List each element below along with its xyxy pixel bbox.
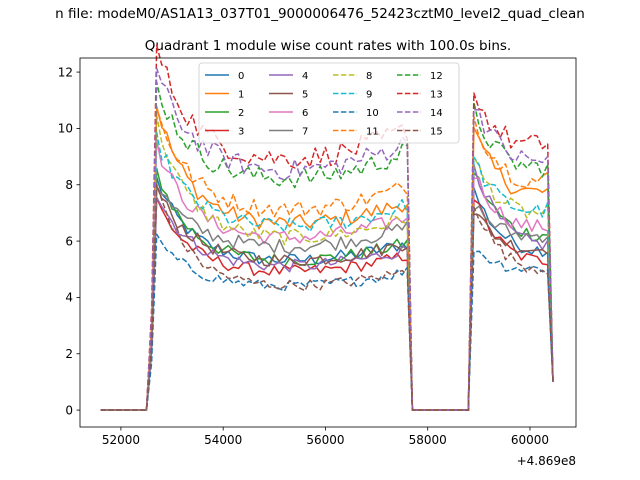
x-tick-label: 60000	[511, 433, 549, 447]
x-tick-label: 54000	[204, 433, 242, 447]
y-tick-label: 8	[65, 178, 73, 192]
plot-area: 52000 54000 56000 58000 60000024681012+4.869…	[58, 44, 577, 468]
x-tick-label: 56000	[306, 433, 344, 447]
legend-label-9: 9	[366, 89, 372, 100]
y-tick-label: 0	[65, 403, 73, 417]
legend-label-3: 3	[238, 126, 244, 137]
series-line-14	[100, 67, 554, 411]
series-line-9	[100, 131, 554, 411]
series-line-10	[100, 233, 554, 411]
series-line-3	[100, 197, 554, 411]
legend-label-14: 14	[430, 108, 443, 119]
series-line-15	[100, 183, 554, 411]
series-line-2	[100, 167, 554, 411]
y-tick-label: 4	[65, 291, 73, 305]
legend-label-11: 11	[366, 126, 379, 137]
series-lines	[100, 44, 554, 411]
legend-label-5: 5	[302, 89, 308, 100]
x-tick-label: 58000	[409, 433, 447, 447]
y-tick-label: 10	[58, 122, 73, 136]
axes-frame	[79, 57, 577, 428]
y-tick-label: 12	[58, 65, 73, 79]
series-line-13	[100, 44, 554, 411]
series-line-12	[100, 81, 554, 411]
series-line-5	[100, 184, 554, 411]
legend-label-7: 7	[302, 126, 308, 137]
x-tick-label: 52000	[102, 433, 140, 447]
legend-label-8: 8	[366, 71, 372, 82]
legend-label-2: 2	[238, 108, 244, 119]
legend-frame	[198, 62, 460, 144]
figure-suptitle: n file: modeM0/AS1A13_037T01_9000006476_…	[55, 6, 585, 22]
legend-label-1: 1	[238, 89, 244, 100]
series-line-0	[100, 176, 554, 411]
y-tick-label: 2	[65, 347, 73, 361]
legend-label-6: 6	[302, 108, 308, 119]
x-offset-text: +4.869e8	[517, 454, 576, 468]
legend-label-10: 10	[366, 108, 379, 119]
legend-label-0: 0	[238, 71, 244, 82]
series-line-6	[100, 139, 554, 411]
series-line-8	[100, 114, 554, 411]
series-line-11	[100, 106, 554, 411]
chart-title: Quadrant 1 module wise count rates with …	[145, 38, 511, 54]
legend-label-13: 13	[430, 89, 443, 100]
y-tick-label: 6	[65, 234, 73, 248]
legend-label-12: 12	[430, 71, 443, 82]
legend-label-4: 4	[302, 71, 308, 82]
legend-label-15: 15	[430, 126, 443, 137]
